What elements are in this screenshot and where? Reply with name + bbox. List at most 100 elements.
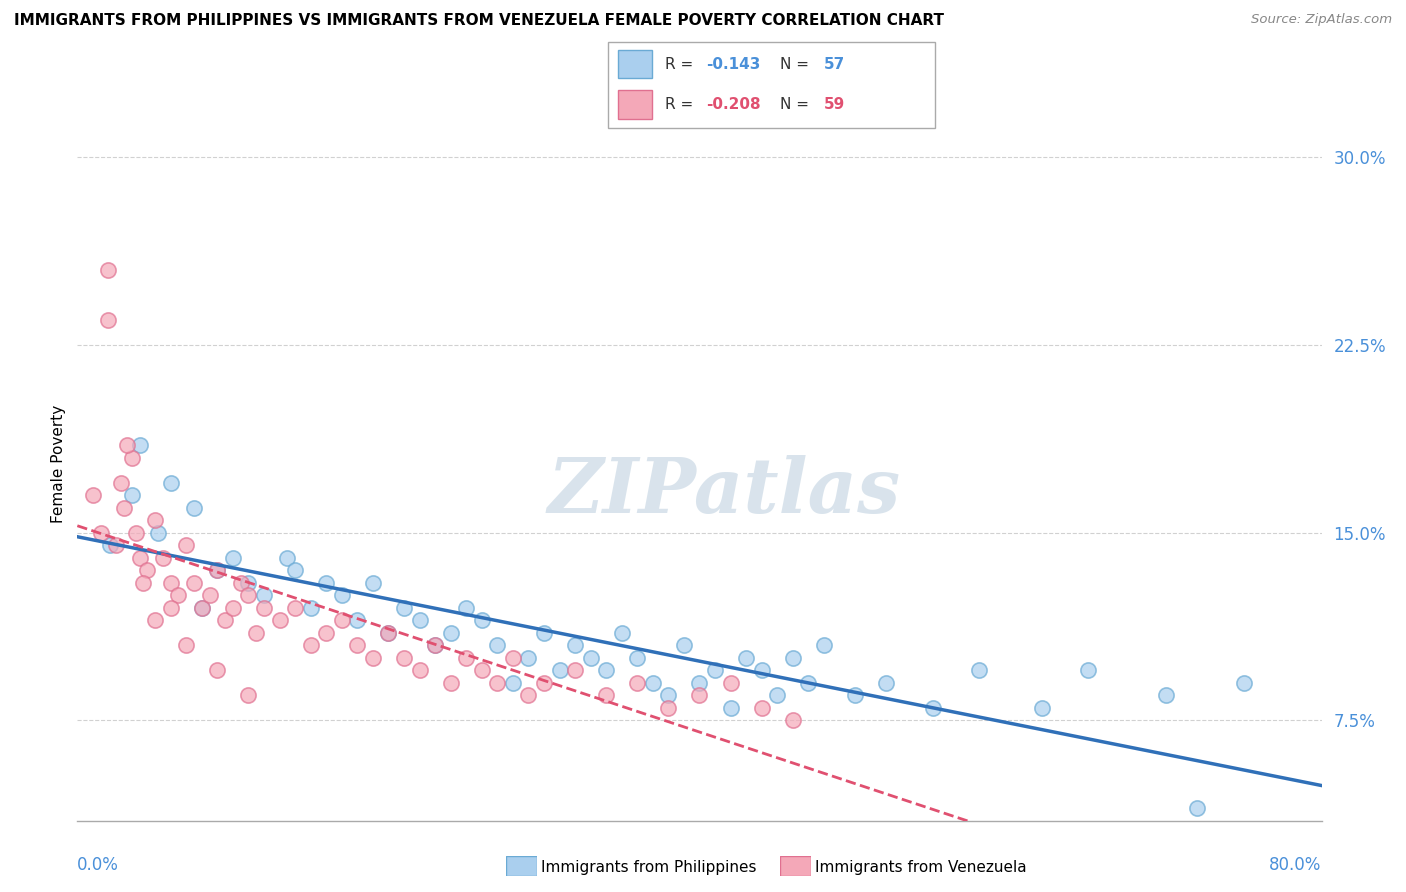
Point [299, 639, 322, 653]
Point [548, 664, 571, 678]
Point [238, 588, 260, 602]
Point [276, 550, 298, 565]
Point [751, 664, 773, 678]
Point [564, 639, 586, 653]
Point [735, 651, 758, 665]
Point [1154, 689, 1177, 703]
Point [486, 676, 509, 690]
Point [198, 588, 221, 602]
Point [330, 588, 353, 602]
Point [579, 651, 602, 665]
Point [361, 651, 384, 665]
Point [238, 575, 260, 590]
Point [159, 575, 181, 590]
Text: Immigrants from Venezuela: Immigrants from Venezuela [815, 860, 1028, 874]
Point [299, 600, 322, 615]
Point [766, 689, 789, 703]
Point [110, 475, 132, 490]
Point [844, 689, 866, 703]
Point [97, 313, 120, 327]
Text: 59: 59 [824, 97, 845, 112]
Text: -0.208: -0.208 [706, 97, 761, 112]
Bar [619, 90, 652, 119]
Point [97, 262, 120, 277]
Point [486, 639, 509, 653]
Point [689, 689, 711, 703]
Point [136, 563, 159, 577]
Point [174, 639, 197, 653]
Point [346, 613, 368, 627]
Point [125, 525, 148, 540]
Y-axis label: Female Poverty: Female Poverty [51, 405, 66, 523]
Point [969, 664, 991, 678]
Point [921, 701, 943, 715]
Point [191, 600, 214, 615]
Point [797, 676, 820, 690]
Point [408, 664, 430, 678]
Point [641, 676, 664, 690]
Text: R =: R = [665, 97, 699, 112]
Point [408, 613, 430, 627]
Point [98, 538, 121, 552]
Point [657, 689, 679, 703]
Text: 0.0%: 0.0% [77, 856, 120, 874]
Point [191, 600, 214, 615]
Point [238, 689, 260, 703]
Point [222, 550, 245, 565]
Point [183, 575, 205, 590]
Text: IMMIGRANTS FROM PHILIPPINES VS IMMIGRANTS FROM VENEZUELA FEMALE POVERTY CORRELAT: IMMIGRANTS FROM PHILIPPINES VS IMMIGRANT… [14, 13, 943, 29]
Point [423, 639, 446, 653]
Point [90, 525, 112, 540]
Point [440, 676, 463, 690]
Point [813, 639, 835, 653]
Text: N =: N = [780, 57, 814, 71]
Point [159, 600, 181, 615]
Point [167, 588, 190, 602]
Point [121, 488, 143, 502]
Text: 80.0%: 80.0% [1270, 856, 1322, 874]
Point [112, 500, 135, 515]
Point [392, 600, 415, 615]
Point [533, 676, 555, 690]
Point [423, 639, 446, 653]
Point [222, 600, 245, 615]
Point [720, 701, 742, 715]
Point [377, 625, 399, 640]
Point [143, 513, 166, 527]
Point [751, 701, 773, 715]
Point [782, 714, 804, 728]
Point [269, 613, 291, 627]
Point [229, 575, 252, 590]
Point [564, 664, 586, 678]
Point [207, 563, 229, 577]
Point [782, 651, 804, 665]
Text: R =: R = [665, 57, 699, 71]
Point [207, 664, 229, 678]
Point [626, 676, 648, 690]
Point [392, 651, 415, 665]
Point [174, 538, 197, 552]
Point [284, 563, 307, 577]
Point [704, 664, 727, 678]
Point [517, 689, 540, 703]
FancyBboxPatch shape [607, 42, 935, 128]
Point [875, 676, 897, 690]
Bar [619, 50, 652, 78]
Point [502, 651, 524, 665]
Text: Source: ZipAtlas.com: Source: ZipAtlas.com [1251, 13, 1392, 27]
Text: 57: 57 [824, 57, 845, 71]
Point [533, 625, 555, 640]
Point [253, 600, 276, 615]
Point [315, 625, 337, 640]
Point [595, 689, 617, 703]
Point [440, 625, 463, 640]
Point [456, 600, 478, 615]
Text: ZIPatlas: ZIPatlas [548, 456, 901, 529]
Point [128, 550, 150, 565]
Point [207, 563, 229, 577]
Point [595, 664, 617, 678]
Point [720, 676, 742, 690]
Point [610, 625, 633, 640]
Point [245, 625, 267, 640]
Point [517, 651, 540, 665]
